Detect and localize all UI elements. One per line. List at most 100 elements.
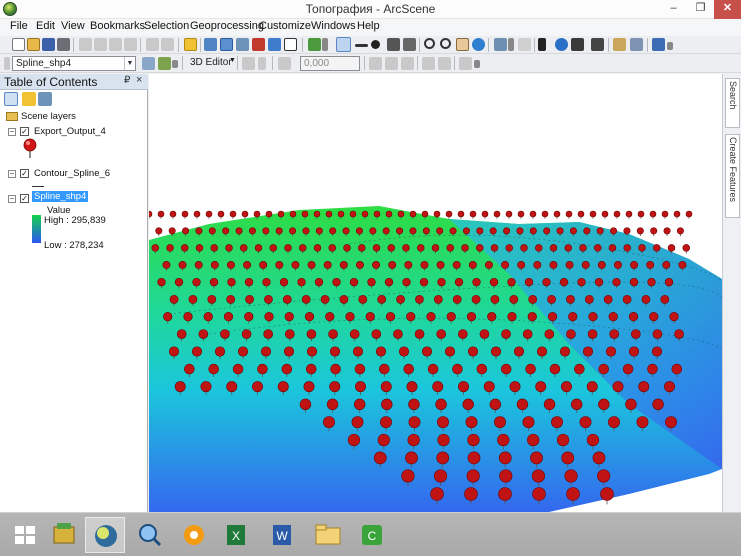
open-folder-icon[interactable]	[27, 38, 40, 51]
navigate-icon[interactable]	[336, 37, 351, 52]
terrain-scene[interactable]	[149, 74, 722, 512]
menu-bookmarks[interactable]: Bookmarks	[90, 20, 146, 32]
dropdown-chevron-icon[interactable]	[322, 38, 328, 51]
pin-icon[interactable]: ₽	[124, 75, 131, 86]
undo-icon[interactable]	[146, 38, 159, 51]
measure-icon[interactable]	[613, 38, 626, 51]
select-dropdown-icon[interactable]	[508, 38, 514, 51]
pan-hand-icon[interactable]	[456, 38, 469, 51]
fly-icon[interactable]	[355, 44, 368, 47]
zoom-out-icon[interactable]	[440, 38, 451, 49]
layer-contour-spline[interactable]: Contour_Spline_6	[34, 168, 111, 179]
create-features-tab[interactable]: Create Features	[725, 134, 740, 218]
menu-selection[interactable]: Selection	[144, 20, 190, 32]
sketch-properties-icon[interactable]	[438, 57, 451, 70]
maximize-button[interactable]: ❐	[695, 2, 706, 14]
export-output-checkbox[interactable]: ✓	[20, 127, 29, 136]
animation-icon[interactable]	[630, 38, 643, 51]
3d-editor-menu[interactable]: 3D Editor	[190, 57, 232, 68]
print-icon[interactable]	[57, 38, 70, 51]
layer-spline-shp4[interactable]: Spline_shp4	[32, 191, 89, 202]
menu-file[interactable]: File	[10, 20, 28, 32]
clear-selection-icon[interactable]	[518, 38, 531, 51]
list-by-drawing-order-icon[interactable]	[4, 92, 18, 106]
scene-properties-icon[interactable]	[204, 38, 217, 51]
menu-view[interactable]: View	[61, 20, 85, 32]
menu-geoprocessing[interactable]: Geoprocessing	[190, 20, 264, 32]
toolbar-options-chevron-icon-2[interactable]	[172, 60, 178, 68]
chevron-down-icon[interactable]: ▼	[124, 57, 135, 70]
target-center-icon[interactable]	[371, 40, 380, 49]
search-app-icon[interactable]	[130, 517, 170, 553]
copy-icon[interactable]	[94, 38, 107, 51]
select-elements-arrow-icon[interactable]	[538, 38, 546, 51]
zoom-to-target-icon[interactable]	[387, 38, 400, 51]
add-data-icon[interactable]	[184, 38, 197, 51]
menu-windows[interactable]: Windows	[311, 20, 356, 32]
scene-viewport[interactable]	[149, 74, 722, 512]
snap-icon[interactable]	[369, 57, 382, 70]
save-icon[interactable]	[42, 38, 55, 51]
layer-combo[interactable]: Spline_shp4 ▼	[12, 56, 136, 71]
python-window-icon[interactable]	[268, 38, 281, 51]
pin-marker	[592, 451, 606, 468]
cut-icon[interactable]	[79, 38, 92, 51]
full-extent-globe-icon[interactable]	[472, 38, 485, 51]
redo-icon[interactable]	[161, 38, 174, 51]
pin-marker	[471, 294, 481, 306]
editor-chevron-down-icon[interactable]: ▼	[229, 57, 236, 64]
find-binoculars-icon[interactable]	[591, 38, 604, 51]
select-features-icon[interactable]	[494, 38, 507, 51]
file-manager-icon[interactable]	[44, 517, 84, 553]
word-icon[interactable]: W	[262, 517, 302, 553]
zoom-in-icon[interactable]	[424, 38, 435, 49]
contour-checkbox[interactable]: ✓	[20, 169, 29, 178]
menu-customize[interactable]: Customize	[259, 20, 311, 32]
menu-edit[interactable]: Edit	[36, 20, 55, 32]
layer-export-output[interactable]: Export_Output_4	[34, 126, 106, 137]
raster-icon[interactable]	[158, 57, 171, 70]
collapse-spline-icon[interactable]: −	[8, 194, 16, 203]
paste-icon[interactable]	[109, 38, 122, 51]
list-by-source-icon[interactable]	[22, 92, 36, 106]
collapse-contour-icon[interactable]: −	[8, 169, 16, 178]
catalog-icon[interactable]	[236, 38, 249, 51]
toc-close-icon[interactable]: ×	[136, 74, 143, 86]
delete-icon[interactable]	[124, 38, 137, 51]
toolbar-options-chevron-icon-3[interactable]	[474, 60, 480, 68]
camtasia-icon[interactable]: C	[352, 517, 392, 553]
scene-layers-label[interactable]: Scene layers	[21, 111, 76, 122]
list-by-visibility-icon[interactable]	[38, 92, 52, 106]
edit-tool-icon[interactable]	[242, 57, 255, 70]
create-features-icon[interactable]	[459, 57, 472, 70]
new-document-icon[interactable]	[12, 38, 25, 51]
close-button[interactable]: ✕	[714, 0, 741, 19]
move-icon[interactable]	[385, 57, 398, 70]
browser-icon[interactable]	[174, 517, 214, 553]
set-observer-icon[interactable]	[403, 38, 416, 51]
search-tab[interactable]: Search	[725, 78, 740, 128]
toolbar-options-chevron-icon[interactable]	[667, 42, 673, 50]
spline-checkbox[interactable]: ✓	[20, 194, 29, 203]
layer-effects-icon[interactable]	[142, 57, 155, 70]
excel-icon[interactable]: X	[216, 517, 256, 553]
menu-help[interactable]: Help	[357, 20, 380, 32]
model-builder-icon[interactable]	[284, 38, 297, 51]
html-popup-icon[interactable]	[571, 38, 584, 51]
start-button[interactable]	[6, 517, 46, 553]
attributes-icon[interactable]	[422, 57, 435, 70]
layer-tools-icon[interactable]	[308, 38, 321, 51]
edit-vertices-icon[interactable]	[278, 57, 291, 70]
play-icon[interactable]	[258, 57, 266, 70]
arcscene-app-icon[interactable]	[85, 517, 125, 553]
value-field[interactable]: 0,000	[300, 56, 360, 71]
explorer-icon[interactable]	[308, 517, 348, 553]
minimize-button[interactable]: –	[670, 2, 677, 14]
toolbox-icon[interactable]	[252, 38, 265, 51]
pin-marker	[182, 227, 190, 237]
collapse-export-output-icon[interactable]: −	[8, 127, 16, 136]
rotate-icon[interactable]	[401, 57, 414, 70]
identify-icon[interactable]	[555, 38, 568, 51]
3d-analyst-icon[interactable]	[652, 38, 665, 51]
toc-window-icon[interactable]	[220, 38, 233, 51]
